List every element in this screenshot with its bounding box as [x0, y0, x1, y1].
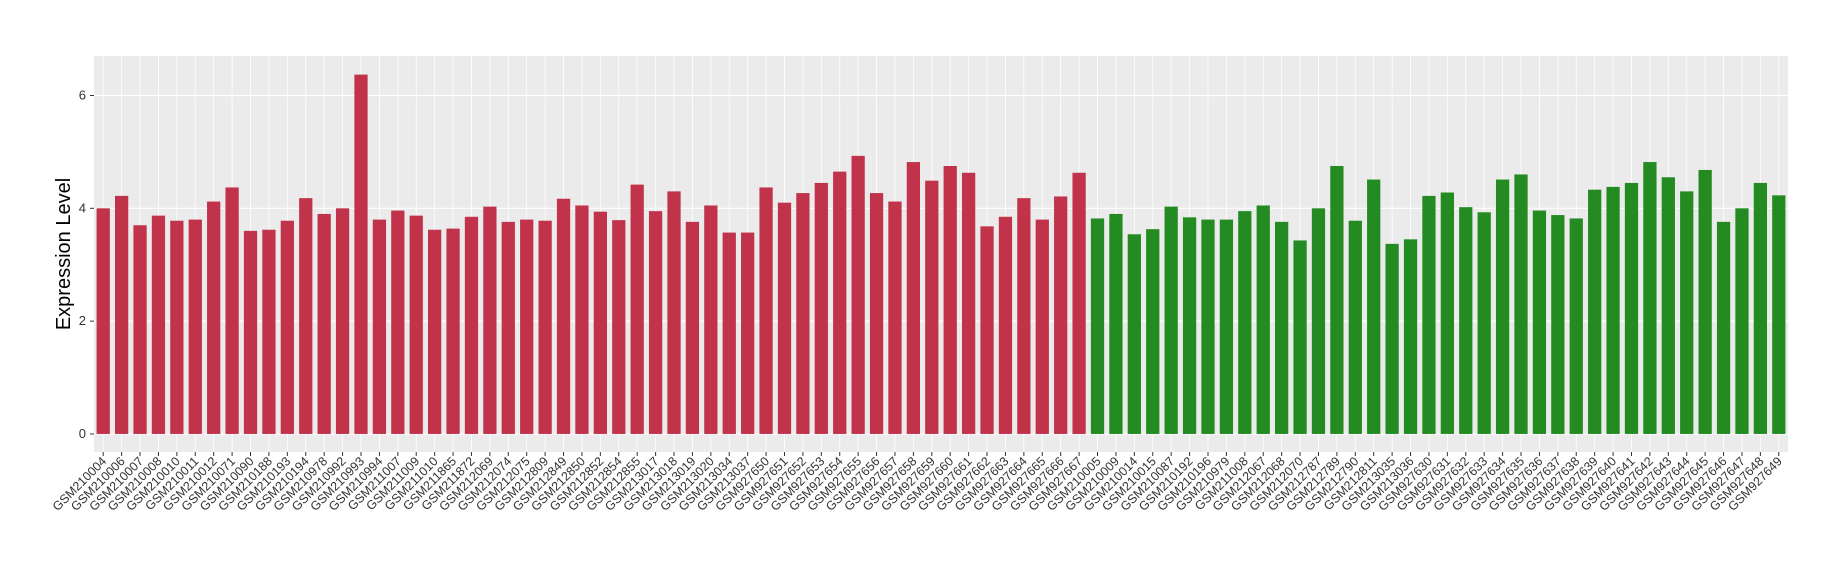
bar — [335, 208, 350, 434]
bar — [1772, 195, 1786, 434]
bar — [575, 205, 589, 434]
bar — [1680, 191, 1694, 434]
bar — [593, 211, 607, 434]
bar — [1256, 205, 1270, 434]
bar — [1127, 234, 1141, 434]
bar — [1532, 210, 1547, 434]
bar — [1698, 169, 1712, 434]
bar — [1661, 177, 1675, 434]
bar — [501, 221, 515, 434]
bar — [759, 187, 773, 434]
bar — [243, 230, 258, 434]
bar — [538, 220, 552, 434]
bar — [1735, 208, 1749, 434]
bar — [961, 172, 976, 434]
bar — [428, 229, 442, 434]
bar — [906, 162, 921, 434]
bar — [1182, 217, 1197, 434]
bar — [299, 198, 313, 434]
bar — [833, 171, 847, 434]
bar — [741, 232, 755, 434]
bar — [1624, 182, 1639, 434]
bar — [1164, 206, 1178, 434]
bar — [372, 219, 387, 434]
bar — [1477, 212, 1491, 434]
bar — [1109, 213, 1123, 434]
bar — [648, 211, 663, 434]
bar — [96, 208, 110, 434]
bar — [1054, 196, 1068, 434]
bar — [869, 193, 884, 434]
bar — [1403, 239, 1418, 434]
bar — [1238, 211, 1252, 434]
bar — [998, 216, 1013, 434]
bar — [520, 219, 534, 434]
y-axis-label: Expression Level — [53, 178, 75, 330]
bar — [1551, 215, 1565, 434]
bar — [317, 213, 331, 434]
bar — [1072, 172, 1086, 434]
bar — [354, 74, 368, 434]
bar — [1293, 240, 1307, 434]
bar — [925, 180, 939, 434]
bar — [556, 198, 571, 434]
bar — [391, 210, 405, 434]
bar — [722, 232, 736, 434]
bar — [1753, 182, 1768, 434]
bar — [1643, 162, 1657, 434]
bar — [225, 187, 239, 434]
bar — [1385, 243, 1399, 434]
bar — [1348, 220, 1362, 434]
bar — [1588, 189, 1602, 434]
bar — [1201, 219, 1215, 434]
bar — [943, 166, 957, 434]
bar — [667, 191, 681, 434]
bar — [1311, 208, 1326, 434]
bar — [1275, 221, 1289, 434]
bar — [1716, 221, 1731, 434]
bar — [280, 220, 294, 434]
bar — [151, 215, 166, 434]
bar — [888, 201, 902, 434]
bar — [1035, 219, 1049, 434]
bar — [170, 220, 184, 434]
bar — [1459, 207, 1473, 434]
bar — [207, 201, 221, 434]
bar — [1219, 219, 1234, 434]
bar — [796, 193, 810, 434]
bar — [1017, 198, 1031, 434]
bar — [1090, 218, 1105, 434]
bar — [851, 155, 865, 434]
bar — [1330, 166, 1344, 434]
y-tick-label: 2 — [79, 313, 86, 328]
bar — [612, 220, 626, 434]
y-tick-label: 6 — [79, 87, 86, 102]
bar — [1514, 174, 1528, 434]
bar — [464, 216, 479, 434]
bar — [409, 215, 423, 434]
bar — [1367, 179, 1381, 434]
y-tick-label: 4 — [79, 200, 86, 215]
bar — [814, 182, 828, 434]
bar — [1569, 218, 1583, 434]
bar — [483, 206, 497, 434]
y-tick-label: 0 — [79, 426, 86, 441]
bar — [777, 202, 792, 434]
bar — [1606, 186, 1620, 434]
bar — [1422, 195, 1436, 434]
bar — [1146, 229, 1160, 434]
bar — [980, 226, 994, 434]
bar — [133, 225, 147, 434]
bar — [704, 205, 718, 434]
bar — [630, 184, 644, 434]
bar — [262, 229, 276, 434]
bar — [1495, 179, 1510, 434]
bar — [188, 219, 202, 434]
bar — [685, 221, 700, 434]
bar — [1440, 192, 1454, 434]
bar — [114, 195, 129, 434]
bar — [446, 228, 460, 434]
